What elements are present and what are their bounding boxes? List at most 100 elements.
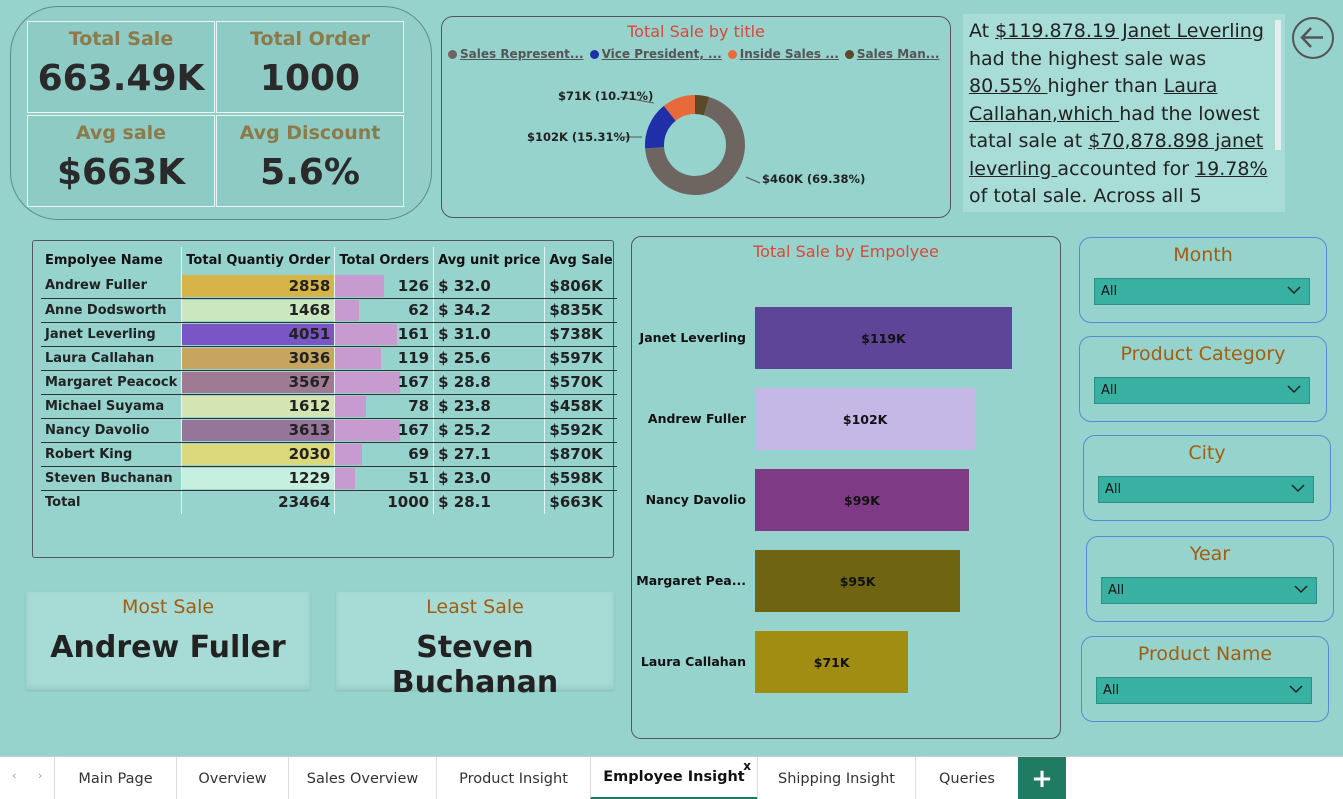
kpi-label: Total Sale <box>68 28 174 50</box>
slicer-title: Product Name <box>1137 643 1273 665</box>
donut-chart-card[interactable]: Total Sale by title Sales Represent... V… <box>441 16 951 218</box>
bar[interactable]: $99K <box>755 469 969 531</box>
cell-value: 3567 <box>288 373 331 391</box>
donut-slice[interactable] <box>663 95 695 121</box>
least-sale-card: Least Sale Steven Buchanan <box>336 592 614 700</box>
tab-scroll-left-icon[interactable]: ‹ <box>12 769 17 782</box>
bar[interactable]: $71K <box>755 631 909 693</box>
bar[interactable]: $119K <box>755 307 1012 369</box>
kpi-avg-discount: Avg Discount 5.6% <box>216 115 404 207</box>
kpi-value: 663.49K <box>37 58 205 99</box>
tab-product-insight[interactable]: Product Insight <box>436 757 590 799</box>
cell-name: Michael Suyama <box>41 394 182 419</box>
employee-table: Empolyee Name Total Quantiy Order Total … <box>41 247 617 514</box>
add-page-button[interactable]: + <box>1018 757 1066 799</box>
donut-slice[interactable] <box>645 97 745 195</box>
quantity-bar <box>182 323 335 345</box>
donut-chart-title: Total Sale by title <box>627 22 765 41</box>
chevron-down-icon <box>1287 383 1301 398</box>
legend-label: Inside Sales ... <box>739 47 839 61</box>
slicer-value: All <box>1103 683 1120 698</box>
legend-dot <box>589 49 599 59</box>
bar[interactable]: $95K <box>755 550 961 612</box>
table-row[interactable]: Anne Dodsworth 1468 62 $ 34.2 $835K <box>41 298 617 323</box>
table-row[interactable]: Robert King 2030 69 $ 27.1 $870K <box>41 442 617 467</box>
cell-avg-unit-price: $ 25.2 <box>433 418 545 443</box>
column-header[interactable]: Empolyee Name <box>45 253 163 268</box>
cell-value: 1612 <box>288 397 331 415</box>
slicer-product-name[interactable]: Product Name All <box>1081 636 1329 722</box>
cell-avg-sale: $806K <box>544 274 617 299</box>
narrative-highlight: 19.78% <box>1195 157 1268 180</box>
cell-value: 161 <box>397 325 430 343</box>
slicer-month[interactable]: Month All <box>1079 237 1327 323</box>
legend-item[interactable]: Inside Sales ... <box>727 47 839 61</box>
page-tab-bar: ‹ › Main Page Overview Sales Overview Pr… <box>0 756 1343 799</box>
legend-label: Vice President, ... <box>601 47 722 61</box>
tab-main-page[interactable]: Main Page <box>54 757 176 799</box>
quantity-bar <box>182 299 335 321</box>
cell-avg-unit-price: $ 32.0 <box>433 274 545 299</box>
slicer-product-category[interactable]: Product Category All <box>1079 336 1327 422</box>
kpi-total-order: Total Order 1000 <box>216 21 404 113</box>
table-total-row: Total 23464 1000 $ 28.1 $663K <box>41 490 617 514</box>
column-header[interactable]: Total Orders <box>334 247 434 274</box>
tab-scroll-right-icon[interactable]: › <box>38 769 43 782</box>
legend-item[interactable]: Vice President, ... <box>589 47 722 61</box>
legend-item[interactable]: Sales Man... <box>844 47 939 61</box>
tab-shipping-insight[interactable]: Shipping Insight <box>757 757 915 799</box>
donut-slice-label: $71K (10.71%) <box>558 89 654 103</box>
column-header[interactable]: Total Quantiy Order <box>181 247 335 274</box>
slicer-city[interactable]: City All <box>1083 435 1331 521</box>
slicer-dropdown[interactable]: All <box>1098 476 1314 503</box>
table-row[interactable]: Laura Callahan 3036 119 $ 25.6 $597K <box>41 346 617 371</box>
tab-employee-insight[interactable]: Employee Insight x <box>590 757 757 799</box>
back-button[interactable] <box>1292 17 1334 59</box>
table-row[interactable]: Janet Leverling 4051 161 $ 31.0 $738K <box>41 322 617 347</box>
cell-avg-sale: $570K <box>544 370 617 395</box>
slicer-year[interactable]: Year All <box>1086 536 1334 622</box>
quantity-bar <box>182 275 335 297</box>
bar[interactable]: $102K <box>755 388 976 450</box>
donut-slice[interactable] <box>645 105 676 149</box>
narrative-text: higher than <box>1047 75 1164 97</box>
tab-queries[interactable]: Queries <box>915 757 1018 799</box>
cell-orders: 167 <box>334 418 434 443</box>
tab-overview[interactable]: Overview <box>176 757 288 799</box>
cell-value: 126 <box>397 276 430 295</box>
slicer-dropdown[interactable]: All <box>1096 677 1312 704</box>
table-row[interactable]: Andrew Fuller 2858 126 $ 32.0 $806K <box>41 274 617 299</box>
slicer-dropdown[interactable]: All <box>1101 577 1317 604</box>
column-header[interactable]: Avg unit price <box>433 247 545 274</box>
slicer-title: Product Category <box>1120 343 1286 365</box>
bar-value-label: $71K <box>813 654 850 670</box>
slicer-value: All <box>1108 583 1125 598</box>
employee-table-card: Empolyee Name Total Quantiy Order Total … <box>32 240 617 558</box>
cell-value: 51 <box>408 469 430 487</box>
slicer-dropdown[interactable]: All <box>1094 377 1310 404</box>
table-row[interactable]: Steven Buchanan 1229 51 $ 23.0 $598K <box>41 466 617 491</box>
donut-slice[interactable] <box>695 95 710 116</box>
legend-item[interactable]: Sales Represent... <box>448 47 584 61</box>
cell-avg-unit-price: $ 23.0 <box>433 466 545 491</box>
narrative-text: accounted for <box>1057 157 1196 180</box>
table-row[interactable]: Michael Suyama 1612 78 $ 23.8 $458K <box>41 394 617 419</box>
narrative-text: of total sale. Across all 5 <box>969 185 1202 207</box>
cell-value: 3036 <box>288 349 331 367</box>
cell-avg-sale: $738K <box>544 322 617 347</box>
cell-orders: 51 <box>334 466 434 491</box>
kpi-label: Total Order <box>250 28 370 50</box>
kpi-value: 1000 <box>259 58 361 99</box>
employee-bar-chart-card[interactable]: Total Sale by Empolyee Janet Leverling $1… <box>631 236 1061 739</box>
bar-category-label: Margaret Pea... <box>636 573 746 588</box>
cell-orders: 78 <box>334 394 434 419</box>
narrative-scrollbar[interactable] <box>1275 20 1281 150</box>
donut-chart-svg <box>619 95 761 195</box>
close-icon[interactable]: x <box>743 759 751 773</box>
column-header[interactable]: Avg Sale <box>544 247 617 274</box>
slicer-dropdown[interactable]: All <box>1094 278 1310 305</box>
cell-avg-sale: $835K <box>544 298 617 323</box>
table-row[interactable]: Margaret Peacock 3567 167 $ 28.8 $570K <box>41 370 617 395</box>
table-row[interactable]: Nancy Davolio 3613 167 $ 25.2 $592K <box>41 418 617 443</box>
tab-sales-overview[interactable]: Sales Overview <box>288 757 436 799</box>
